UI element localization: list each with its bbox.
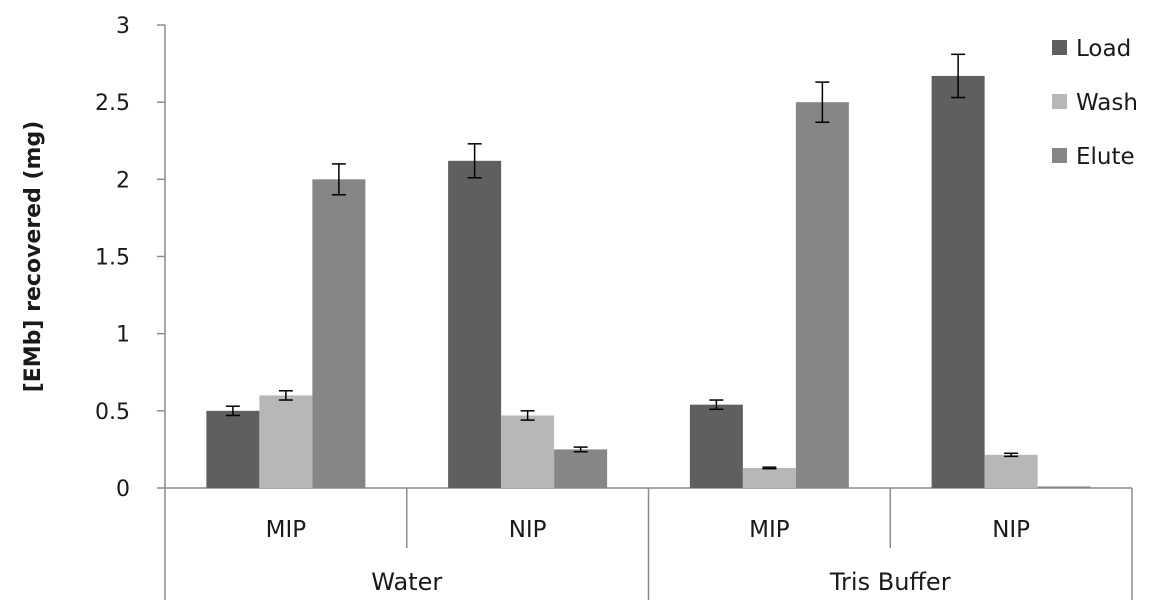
legend-swatch-elute bbox=[1052, 148, 1067, 163]
legend-label-wash: Wash bbox=[1076, 90, 1138, 116]
bar-load bbox=[931, 75, 985, 489]
bar-wash bbox=[742, 467, 796, 488]
category-label: MIP bbox=[749, 517, 790, 543]
bar-elute bbox=[554, 449, 608, 488]
category-label: NIP bbox=[509, 517, 547, 543]
legend-label-load: Load bbox=[1076, 36, 1131, 62]
bar-load bbox=[206, 410, 260, 488]
bar-wash bbox=[984, 454, 1038, 488]
y-axis-title: [EMb] recovered (mg) bbox=[21, 121, 46, 393]
bar-elute bbox=[795, 102, 849, 489]
y-tick-label: 1.5 bbox=[95, 246, 130, 271]
group-label: Tris Buffer bbox=[829, 568, 951, 596]
bar-elute bbox=[312, 179, 366, 489]
y-tick-label: 1 bbox=[116, 323, 130, 348]
y-tick-label: 2 bbox=[116, 168, 130, 193]
bar-load bbox=[448, 160, 502, 488]
group-label: Water bbox=[371, 568, 442, 596]
y-tick-label: 2.5 bbox=[95, 91, 130, 116]
y-tick-label: 0.5 bbox=[95, 400, 130, 425]
y-tick-label: 3 bbox=[116, 14, 130, 39]
legend-swatch-load bbox=[1052, 40, 1067, 55]
bar-wash bbox=[259, 395, 313, 488]
y-tick-label: 0 bbox=[116, 477, 130, 502]
category-label: NIP bbox=[992, 517, 1030, 543]
legend-label-elute: Elute bbox=[1076, 144, 1135, 170]
bar-elute bbox=[1037, 486, 1091, 488]
category-label: MIP bbox=[266, 517, 307, 543]
legend-swatch-wash bbox=[1052, 94, 1067, 109]
bar-wash bbox=[501, 415, 555, 488]
bar-load bbox=[689, 404, 743, 488]
